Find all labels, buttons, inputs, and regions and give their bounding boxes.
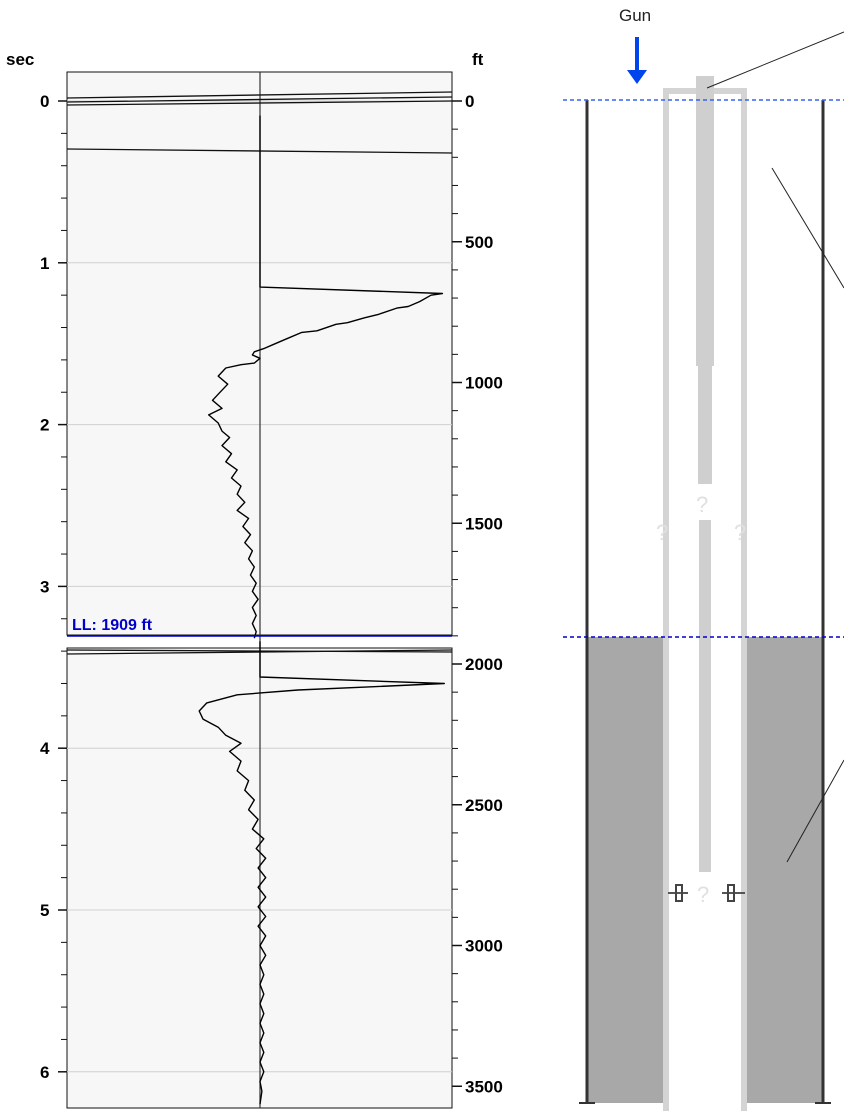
right-tick-label: 1500 [465, 514, 503, 533]
trace-line-lower [198, 641, 445, 1105]
left-tick-label: 1 [40, 254, 49, 273]
right-tick-label: 2500 [465, 796, 503, 815]
rod-lower [699, 520, 711, 872]
right-tick-label: 2000 [465, 655, 503, 674]
left-axis-label: sec [6, 50, 34, 69]
question-mark-right: ? [734, 520, 746, 545]
trace-series [198, 115, 445, 1105]
left-axis-sec: 0 1 2 3 4 5 6 [40, 92, 67, 1082]
right-axis-ft: 0 500 1000 1500 2000 2500 3000 3500 [452, 92, 503, 1096]
tubing-wall-right [741, 88, 747, 1111]
packer-icon [668, 878, 745, 908]
left-tick-label: 3 [40, 577, 49, 596]
right-tick-label: 500 [465, 233, 493, 252]
right-tick-label: 1000 [465, 374, 503, 393]
leader-line-fluid [786, 759, 844, 863]
reference-line [66, 100, 453, 106]
reference-line [66, 96, 453, 103]
right-axis-label: ft [472, 50, 484, 69]
left-tick-label: 6 [40, 1063, 49, 1082]
left-tick-label: 5 [40, 901, 49, 920]
liquid-level-label: LL: 1909 ft [72, 617, 153, 634]
left-tick-label: 2 [40, 416, 49, 435]
rod-mid [698, 366, 712, 484]
reference-line [66, 91, 453, 99]
acoustic-trace-chart: 0 1 2 3 4 5 6 0 500 1000 1500 2000 2500 3000 3500 sec… [6, 50, 503, 1109]
rod-upper [696, 76, 714, 366]
leader-line-annulus [771, 167, 844, 289]
question-mark-center: ? [696, 492, 708, 517]
left-tick-label: 0 [40, 92, 49, 111]
right-tick-label: 3000 [465, 937, 503, 956]
right-tick-label: 3500 [465, 1077, 503, 1096]
right-tick-label: 0 [465, 92, 474, 111]
question-mark-packer: ? [697, 882, 709, 907]
leader-line-rod [706, 31, 844, 89]
gun-arrow-icon [627, 37, 647, 84]
wellbore-diagram: Gun ? ? ? ? [563, 6, 844, 1111]
trace-line-upper [208, 115, 444, 639]
tubing-wall-left [663, 88, 669, 1111]
left-tick-label: 4 [40, 739, 50, 758]
question-mark-left: ? [656, 520, 668, 545]
gun-label: Gun [619, 6, 651, 25]
